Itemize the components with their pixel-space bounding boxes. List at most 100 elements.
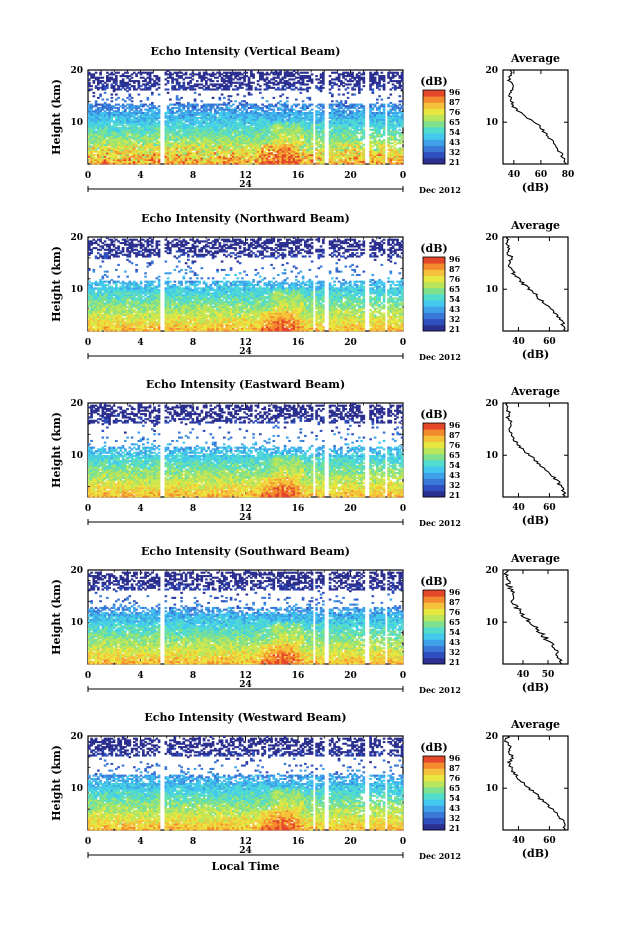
- colorbar-tick-label: 76: [449, 107, 461, 117]
- colorbar-swatch: [423, 115, 445, 122]
- average-y-tick-label: 20: [485, 66, 498, 76]
- colorbar-tick-label: 87: [449, 97, 460, 107]
- heatmap-cell: [230, 95, 233, 97]
- heatmap-cell: [167, 88, 170, 90]
- heatmap-cell: [93, 95, 96, 97]
- heatmap-cell: [131, 97, 134, 99]
- heatmap-cell: [147, 97, 150, 99]
- heatmap-cell: [194, 92, 197, 94]
- average-x-tick-label: 40: [508, 170, 521, 180]
- colorbar-tick-label: 43: [449, 137, 461, 147]
- heatmap-cell: [158, 94, 161, 96]
- colorbar-swatch: [423, 152, 445, 159]
- x-tick-label: 0: [85, 171, 91, 181]
- heatmap-cell: [363, 77, 366, 79]
- heatmap-cell: [122, 78, 125, 80]
- heatmap-cell: [140, 109, 143, 111]
- heatmap-cell: [363, 147, 366, 149]
- heatmap-cell: [104, 92, 107, 94]
- heatmap-cell: [234, 100, 237, 102]
- heatmap-cell: [306, 83, 309, 85]
- heatmap-cell: [309, 97, 312, 99]
- x-tick-label: 20: [344, 171, 357, 181]
- heatmap-cell: [300, 92, 303, 94]
- heatmap-cell: [169, 99, 172, 101]
- heatmap-cell: [95, 100, 98, 102]
- heatmap-cell: [250, 70, 253, 72]
- heatmap-cell: [111, 100, 114, 102]
- heatmap-cell: [347, 87, 350, 89]
- colorbar-tick-label: 65: [449, 117, 460, 127]
- heatmap-cell: [115, 75, 118, 77]
- colorbar-swatch: [423, 158, 445, 165]
- heatmap-cell: [279, 70, 282, 72]
- heatmap-cell: [158, 87, 161, 89]
- heatmap-cell: [311, 73, 314, 75]
- heatmap-cell: [158, 105, 161, 107]
- heatmap-cell: [90, 88, 93, 90]
- heatmap-cell: [111, 94, 114, 96]
- heatmap-cell: [194, 99, 197, 101]
- heatmap-cell: [261, 97, 264, 99]
- heatmap-cell: [311, 112, 314, 114]
- heatmap-cell: [180, 97, 183, 99]
- heatmap-cell: [201, 100, 204, 102]
- average-x-tick-label: 80: [562, 170, 575, 180]
- heatmap-cell: [140, 100, 143, 102]
- heatmap-cell: [311, 78, 314, 80]
- heatmap-cell: [302, 100, 305, 102]
- average-profile-line: [508, 70, 566, 164]
- heatmap-cell: [311, 142, 314, 144]
- heatmap-cell: [306, 72, 309, 74]
- heatmap-cell: [106, 99, 109, 101]
- heatmap-cell: [342, 94, 345, 96]
- heatmap-cell: [356, 135, 359, 137]
- heatmap-cell: [259, 92, 262, 94]
- heatmap-cell: [329, 75, 332, 77]
- heatmap-cell: [95, 72, 98, 74]
- heatmap-cell: [126, 72, 129, 74]
- heatmap-cell: [151, 102, 154, 104]
- heatmap-cell: [372, 88, 375, 90]
- colorbar-swatch: [423, 133, 445, 140]
- heatmap-cell: [252, 73, 255, 75]
- heatmap-cell: [158, 77, 161, 79]
- heatmap-cell: [88, 82, 91, 84]
- y-axis-label: Height (km): [50, 79, 63, 155]
- average-title: Average: [510, 52, 560, 65]
- heatmap-cell: [219, 97, 222, 99]
- heatmap-cell: [331, 94, 334, 96]
- colorbar-tick-label: 96: [449, 87, 461, 97]
- colorbar-swatch: [423, 90, 445, 97]
- heatmap-cell: [117, 97, 120, 99]
- heatmap-cell: [192, 78, 195, 80]
- colorbar-swatch: [423, 139, 445, 146]
- heatmap-cell: [223, 97, 226, 99]
- heatmap-cell: [345, 100, 348, 102]
- heatmap-cell: [252, 82, 255, 84]
- heatmap-cell: [129, 94, 132, 96]
- heatmap-cell: [178, 82, 181, 84]
- heatmap-cell: [93, 92, 96, 94]
- heatmap-cell: [138, 94, 141, 96]
- heatmap-cell: [354, 94, 357, 96]
- heatmap-cell: [158, 83, 161, 85]
- heatmap-cell: [232, 104, 235, 106]
- heatmap-cell: [311, 104, 314, 106]
- heatmap-cell: [311, 109, 314, 111]
- x-tick-label: 0: [400, 171, 406, 181]
- heatmap-cell: [117, 72, 120, 74]
- average-x-tick-label: 60: [535, 170, 548, 180]
- heatmap-cell: [322, 104, 325, 106]
- x-tick-label: 4: [137, 171, 143, 181]
- colorbar-swatch: [423, 96, 445, 103]
- heatmap-cell: [237, 94, 240, 96]
- heatmap-cell: [183, 82, 186, 84]
- heatmap-cell: [322, 87, 325, 89]
- x-tick-label: 8: [190, 171, 196, 181]
- colorbar-swatch: [423, 146, 445, 153]
- colorbar-tick-label: 32: [449, 147, 460, 157]
